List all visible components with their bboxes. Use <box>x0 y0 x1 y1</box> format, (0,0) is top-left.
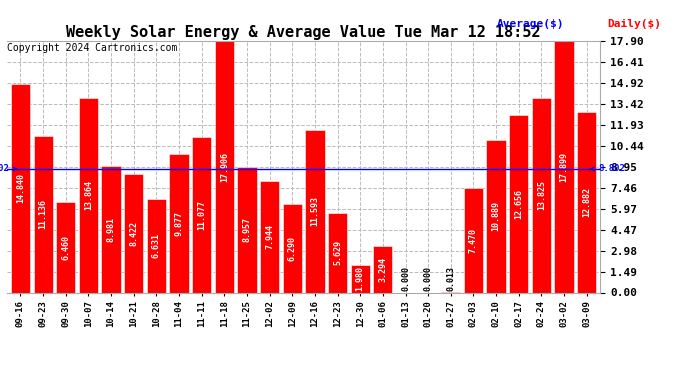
Text: 8.957: 8.957 <box>242 217 251 242</box>
Bar <box>283 204 302 292</box>
Text: 8.802: 8.802 <box>0 165 17 174</box>
Text: 0.013: 0.013 <box>446 266 455 291</box>
Text: 1.980: 1.980 <box>356 266 365 291</box>
Text: Daily($): Daily($) <box>607 19 661 29</box>
Text: 17.906: 17.906 <box>220 152 229 182</box>
Bar <box>215 41 234 292</box>
Text: 12.882: 12.882 <box>582 187 591 217</box>
Text: 3.294: 3.294 <box>378 257 387 282</box>
Bar <box>486 140 506 292</box>
Text: 13.825: 13.825 <box>537 180 546 210</box>
Bar <box>79 98 98 292</box>
Text: Average($): Average($) <box>497 19 564 29</box>
Bar <box>373 246 393 292</box>
Bar <box>328 213 347 292</box>
Bar <box>351 265 370 292</box>
Bar <box>305 130 324 292</box>
Text: 11.593: 11.593 <box>310 196 319 226</box>
Bar <box>192 137 211 292</box>
Text: 14.840: 14.840 <box>16 173 25 203</box>
Bar <box>555 41 573 292</box>
Text: 6.460: 6.460 <box>61 235 70 260</box>
Bar <box>509 115 529 292</box>
Bar <box>101 166 121 292</box>
Text: 13.864: 13.864 <box>84 180 93 210</box>
Bar <box>237 167 257 292</box>
Text: Copyright 2024 Cartronics.com: Copyright 2024 Cartronics.com <box>7 43 177 53</box>
Text: 10.889: 10.889 <box>491 201 501 231</box>
Text: 17.899: 17.899 <box>560 152 569 182</box>
Bar <box>34 136 52 292</box>
Text: 12.656: 12.656 <box>514 189 523 219</box>
Text: 6.290: 6.290 <box>288 236 297 261</box>
Text: 8.422: 8.422 <box>129 221 138 246</box>
Text: 5.629: 5.629 <box>333 240 342 266</box>
Bar <box>56 202 75 292</box>
Text: 8.981: 8.981 <box>106 217 116 242</box>
Text: 9.877: 9.877 <box>175 211 184 236</box>
Bar <box>577 112 596 292</box>
Bar <box>260 181 279 292</box>
Text: 0.000: 0.000 <box>401 266 410 291</box>
Bar <box>147 200 166 292</box>
Bar <box>170 154 188 292</box>
Text: 7.470: 7.470 <box>469 228 478 253</box>
Text: 6.631: 6.631 <box>152 234 161 258</box>
Text: 0.000: 0.000 <box>424 266 433 291</box>
Bar <box>532 99 551 292</box>
Text: 7.944: 7.944 <box>265 224 274 249</box>
Text: 11.136: 11.136 <box>39 200 48 230</box>
Bar <box>11 84 30 292</box>
Title: Weekly Solar Energy & Average Value Tue Mar 12 18:52: Weekly Solar Energy & Average Value Tue … <box>66 25 541 40</box>
Bar <box>124 174 144 292</box>
Text: 8.802: 8.802 <box>591 165 625 174</box>
Text: 11.077: 11.077 <box>197 200 206 230</box>
Bar <box>464 188 483 292</box>
